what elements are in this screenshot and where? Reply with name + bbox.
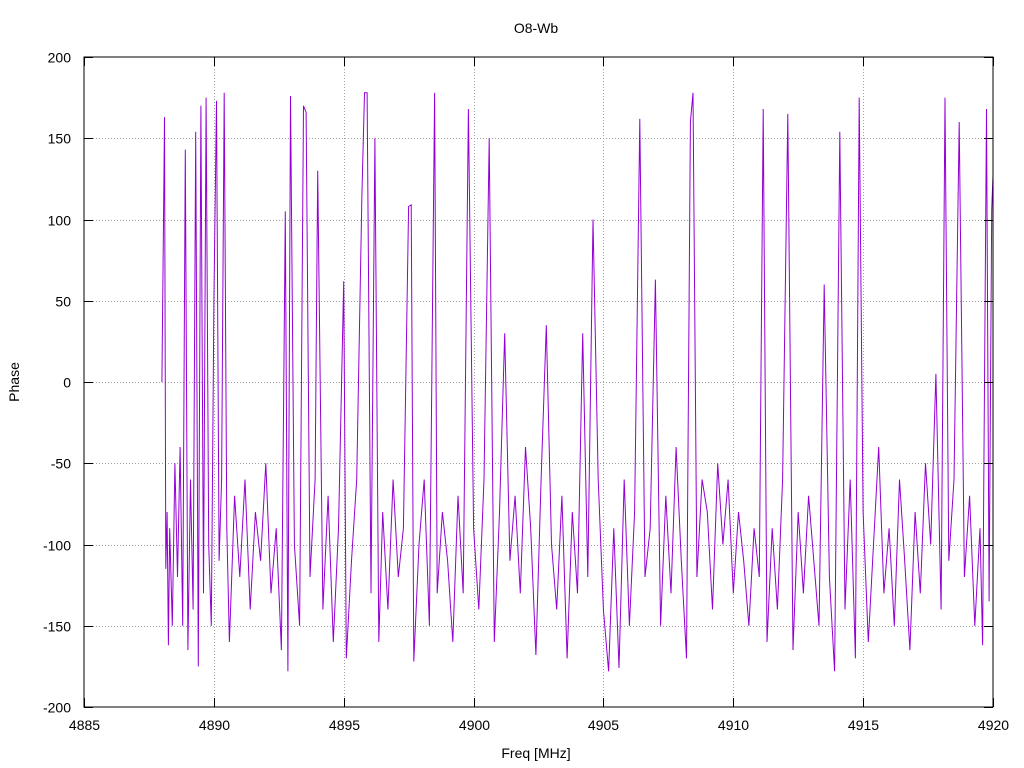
y-axis-label: Phase [6, 362, 22, 402]
y-tick-label: 100 [48, 213, 72, 229]
y-tick-label: 150 [48, 131, 72, 147]
y-tick-label: 0 [63, 375, 71, 391]
phase-series-line [161, 92, 994, 672]
x-tick-label: 4895 [329, 717, 360, 733]
axes: -200 -150 -100 -50 0 50 100 150 200 4885 4890 4895 4… [43, 50, 1009, 734]
x-tick-label: 4890 [199, 717, 230, 733]
x-tick-label: 4900 [459, 717, 490, 733]
y-tick-label: 50 [55, 294, 71, 310]
x-axis-label: Freq [MHz] [501, 745, 570, 761]
x-tick-label: 4905 [588, 717, 619, 733]
y-tick-label: -150 [43, 619, 71, 635]
chart-title: O8-Wb [514, 20, 559, 36]
x-tick-label: 4910 [718, 717, 749, 733]
y-tick-label: 200 [48, 50, 72, 66]
series-layer [161, 92, 994, 672]
x-tick-label: 4885 [69, 717, 100, 733]
x-tick-label: 4915 [848, 717, 879, 733]
y-tick-label: -50 [51, 456, 71, 472]
x-tick-label: 4920 [978, 717, 1009, 733]
y-tick-label: -100 [43, 538, 71, 554]
y-tick-label: -200 [43, 700, 71, 716]
